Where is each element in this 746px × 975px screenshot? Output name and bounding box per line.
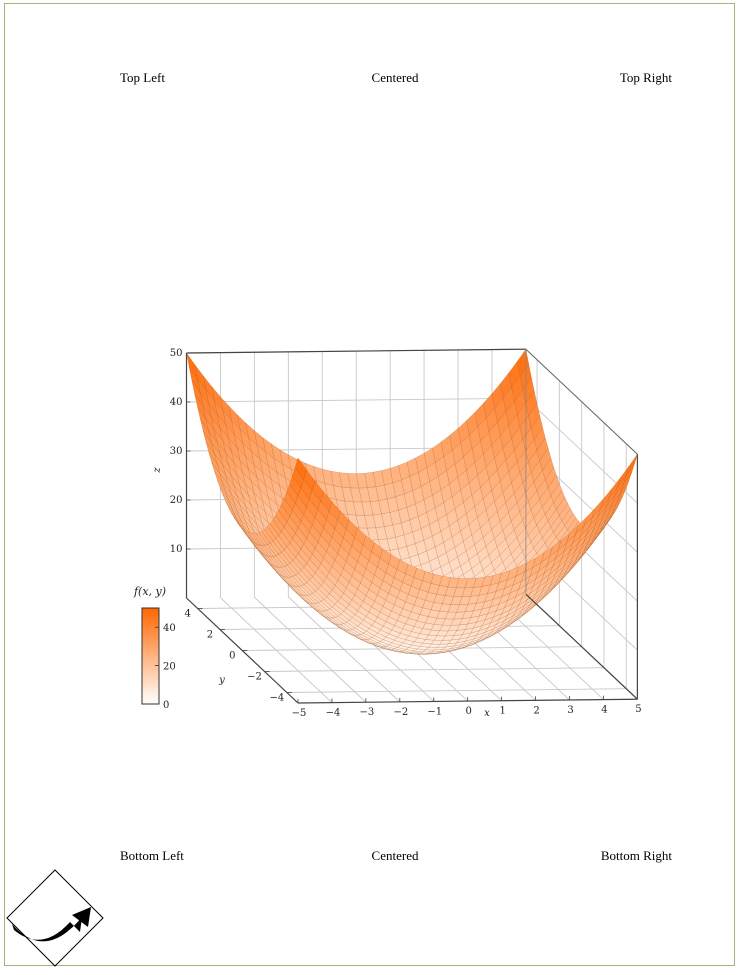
x-axis-label: x (484, 708, 490, 719)
footer-center: Centered (371, 848, 419, 863)
axis-labels: x y z (152, 467, 490, 719)
colorbar-tick-label: 20 (163, 662, 176, 673)
x-tick-label: −5 (292, 708, 307, 719)
x-tick-label: 4 (601, 705, 607, 716)
x-tick-label: 2 (533, 705, 539, 716)
tick-layer: −5 −4 −3 −2 −1 0 1 2 3 4 5 −4 −2 0 2 4 10 20 30 40 50 (170, 348, 642, 719)
header-left: Top Left (120, 70, 165, 85)
header-center: Centered (371, 70, 419, 85)
x-tick-label: −4 (326, 708, 341, 719)
y-tick-label: 2 (207, 630, 213, 641)
surface-patch (625, 454, 638, 476)
back-wall-grid-z (186, 397, 526, 403)
z-tick-label: 10 (170, 544, 183, 555)
frame-edge (186, 348, 526, 354)
curved-arrow-diamond-icon (6, 869, 104, 967)
surface-patch (531, 415, 543, 440)
colorbar-tick-label: 0 (163, 700, 169, 711)
surface-patch (558, 502, 571, 522)
y-tick-label: −4 (269, 693, 284, 704)
footer-right: Bottom Right (600, 848, 672, 863)
surface-patch (611, 494, 624, 514)
surface-patch (525, 390, 538, 417)
y-tick-label: −2 (247, 672, 262, 683)
x-tick-label: 0 (466, 706, 472, 717)
x-tick-label: 5 (635, 704, 641, 715)
x-tick-label: −3 (360, 707, 375, 718)
floor-grid-y (264, 667, 604, 672)
surface-layer (186, 348, 638, 655)
colorbar-tick-label: 40 (163, 623, 176, 634)
frame-edge (525, 348, 638, 455)
z-axis-label: z (152, 467, 163, 474)
y-tick-label: 4 (184, 609, 190, 620)
colorbar-gradient (141, 607, 160, 705)
surface-patch (567, 517, 580, 534)
colorbar-title: f(x, y) (133, 585, 166, 598)
y-axis-label: y (218, 675, 225, 686)
surface-patch (620, 472, 633, 493)
x-tick-label: 1 (499, 706, 505, 717)
header-right: Top Right (619, 70, 672, 85)
floor-grid-y (286, 688, 627, 693)
frame-edge (525, 593, 638, 700)
z-tick-label: 30 (170, 446, 183, 457)
z-tick-label: 40 (170, 397, 183, 408)
footer-left: Bottom Left (120, 848, 184, 863)
surface-patch (536, 437, 549, 462)
surface-patch (550, 483, 563, 504)
z-tick-label: 50 (170, 348, 183, 359)
colorbar: f(x, y) 0 20 40 (133, 585, 176, 711)
surface-patch (539, 448, 552, 471)
z-tick-label: 20 (170, 495, 183, 506)
y-tick-label: 0 (229, 651, 235, 662)
colorbar-ticks: 0 20 40 (155, 623, 176, 711)
x-tick-label: 3 (567, 705, 573, 716)
surface-patch (561, 508, 574, 527)
x-tick-label: −1 (427, 706, 442, 717)
x-tick-label: −2 (393, 707, 408, 718)
